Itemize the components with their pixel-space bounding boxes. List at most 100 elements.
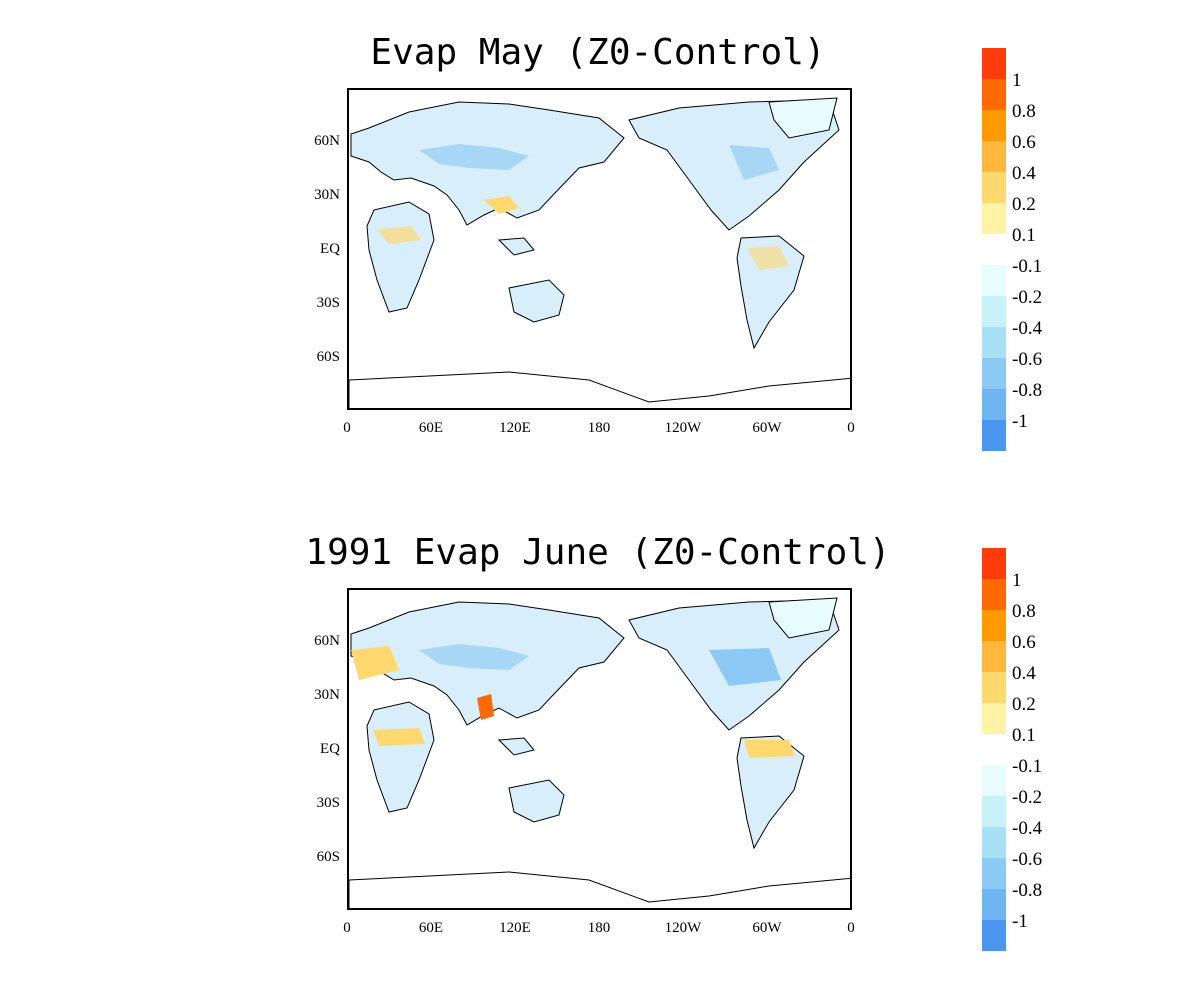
colorbar [982,548,1006,951]
lat-label: EQ [320,741,340,757]
map-panel-may: Evap May (Z0-Control) 60N 30 [314,32,1043,451]
colorbar-label: -0.8 [1012,380,1043,401]
colorbar-swatch [982,265,1006,296]
land-south-america [736,735,805,850]
colorbar-swatch [982,672,1006,703]
colorbar-swatch [982,548,1006,579]
colorbar-label: 1 [1012,570,1022,591]
colorbar-label: -0.1 [1012,756,1043,777]
map-frame [347,88,852,410]
colorbar-swatch [982,327,1006,358]
colorbar-label: -0.6 [1012,349,1043,370]
colorbar-swatch [982,827,1006,858]
world-map [349,597,850,908]
colorbar-label: 0.2 [1012,194,1036,215]
lon-label: 120E [499,420,531,436]
map-panel-june: 1991 Evap June (Z0-Control) 60N 30N EQ 3… [0,500,1200,1000]
colorbar-label: 1 [1012,70,1022,91]
land-africa [366,701,435,813]
lon-label: 120W [664,920,702,936]
land-greenland [768,97,838,139]
colorbar-label: 0.1 [1012,725,1036,746]
shade-europe [351,646,399,680]
shade-africa [377,226,421,244]
land-africa [366,201,435,313]
colorbar-swatch [982,110,1006,141]
shade-south-america [747,246,789,270]
shade-africa [373,728,425,746]
colorbar-label: -0.4 [1012,818,1043,839]
colorbar-label: 0.6 [1012,632,1036,653]
shade-north-america [709,648,781,686]
lon-label: 60W [752,420,782,436]
colorbar-label: -0.2 [1012,287,1043,308]
colorbar-swatch [982,79,1006,110]
shade-asia [419,144,529,170]
land-antarctica [349,871,850,908]
colorbar-label: 0.1 [1012,225,1036,246]
lon-label: 60E [418,920,444,936]
colorbar-swatch [982,579,1006,610]
colorbar-label: -0.6 [1012,849,1043,870]
colorbar-gap [982,234,1006,265]
land-australia [508,779,565,823]
map-title: Evap May (Z0-Control) [370,32,826,73]
colorbar-swatch [982,610,1006,641]
colorbar-swatch [982,796,1006,827]
colorbar-label: 0.4 [1012,163,1036,184]
colorbar-swatch [982,389,1006,420]
colorbar-label: 0.8 [1012,601,1036,622]
colorbar-swatch [982,296,1006,327]
colorbar-label: 0.2 [1012,694,1036,715]
lon-label: 180 [587,920,611,936]
lon-label: 120E [499,920,531,936]
land-antarctica [349,371,850,408]
colorbar-swatch [982,358,1006,389]
lon-label: 0 [343,920,351,936]
colorbar-label: -1 [1012,911,1028,932]
lon-label: 0 [847,420,855,436]
colorbar-swatch [982,765,1006,796]
map-frame [347,588,852,910]
map-title: 1991 Evap June (Z0-Control) [305,532,891,573]
land-australia [508,279,565,323]
colorbar-swatch [982,172,1006,203]
colorbar-label: -0.8 [1012,880,1043,901]
lat-label: 30S [316,295,340,311]
colorbar-label: 0.6 [1012,132,1036,153]
colorbar-swatch [982,420,1006,451]
land-indonesia [497,237,535,256]
land-indonesia [497,737,535,756]
shade-south-america [744,740,795,758]
world-map [349,97,850,408]
colorbar-swatch [982,889,1006,920]
colorbar-label: 0.8 [1012,101,1036,122]
land-greenland [768,597,838,639]
lon-label: 60W [752,920,782,936]
colorbar-label: -1 [1012,411,1028,432]
lat-label: 30S [316,795,340,811]
lon-label: 60E [418,420,444,436]
colorbar-swatch [982,920,1006,951]
colorbar-label: -0.4 [1012,318,1043,339]
lon-label: 120W [664,420,702,436]
lat-label: 60S [316,349,340,365]
colorbar-label: 0.4 [1012,663,1036,684]
colorbar-swatch [982,641,1006,672]
colorbar-gap [982,734,1006,765]
colorbar-swatch [982,203,1006,234]
lat-label: EQ [320,241,340,257]
colorbar-swatch [982,141,1006,172]
lon-label: 180 [587,420,611,436]
lon-label: 0 [343,420,351,436]
shade-north-america [729,145,779,180]
shade-southeast-asia [477,694,494,720]
shade-asia [419,644,529,670]
colorbar-swatch [982,48,1006,79]
colorbar-label: -0.2 [1012,787,1043,808]
colorbar-swatch [982,858,1006,889]
colorbar-swatch [982,703,1006,734]
colorbar-label: -0.1 [1012,256,1043,277]
lon-label: 0 [847,920,855,936]
lat-label: 30N [314,687,340,703]
